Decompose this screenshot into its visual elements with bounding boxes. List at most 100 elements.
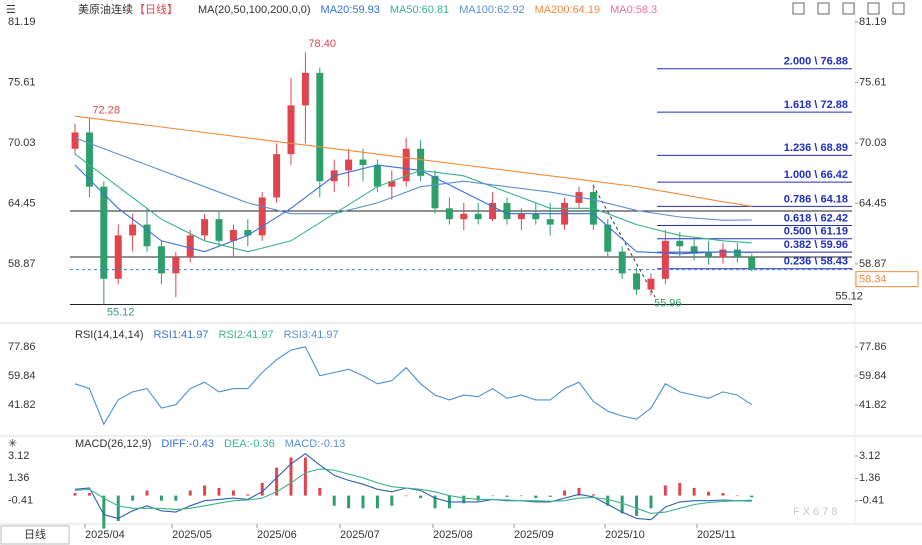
macd-bar — [361, 495, 365, 509]
macd-bar — [390, 495, 394, 506]
y-tick-label-right: 1.36 — [859, 472, 880, 484]
macd-bar — [174, 495, 178, 501]
legend-entry: MA50:60.81 — [390, 4, 449, 16]
toolbar-icon[interactable] — [817, 2, 830, 15]
fib-label: 1.000 \ 66.42 — [784, 169, 848, 181]
macd-bar — [404, 495, 408, 497]
candle-body — [719, 249, 727, 258]
y-tick-label: 81.19 — [8, 16, 36, 28]
macd-bar — [289, 457, 293, 496]
legend-entry: MA0:58.3 — [610, 4, 657, 16]
y-tick-label: 64.45 — [8, 197, 36, 209]
macd-bar — [750, 495, 754, 498]
candle-body — [676, 240, 684, 247]
y-tick-label: 41.82 — [8, 399, 36, 411]
rsi-line — [74, 346, 753, 426]
fib-label: 1.618 \ 72.88 — [784, 99, 848, 111]
candle-body — [474, 213, 482, 220]
y-tick-label: -0.41 — [8, 495, 33, 507]
candle-body — [345, 159, 353, 171]
macd-bar — [231, 490, 235, 496]
macd-bar — [649, 495, 653, 509]
y-tick-label-right: 75.61 — [859, 76, 887, 88]
toolbar-icon[interactable] — [892, 2, 905, 15]
candle-body — [633, 273, 641, 290]
legend-entry: DIFF:-0.43 — [161, 438, 214, 450]
macd-bar — [260, 482, 264, 496]
x-tick-label: 2025/07 — [340, 529, 380, 541]
macd-bar — [735, 495, 739, 497]
y-tick-label: 3.12 — [8, 450, 29, 462]
macd-bar — [73, 493, 77, 496]
toolbar-icon[interactable] — [842, 2, 855, 15]
macd-bar — [116, 495, 120, 521]
candle-body — [618, 251, 626, 274]
toolbar-icon[interactable] — [867, 2, 880, 15]
macd-bar — [87, 493, 91, 496]
macd-bar — [620, 495, 624, 514]
macd-bar — [505, 495, 509, 497]
macd-bar — [131, 495, 135, 501]
x-tick-label: 2025/11 — [697, 529, 736, 541]
macd-bar — [145, 490, 149, 496]
ma-line — [74, 115, 752, 207]
candle-body — [661, 240, 669, 279]
legend-entry: MA100:62.92 — [459, 4, 524, 16]
toolbar-icon[interactable] — [792, 2, 805, 15]
macd-bar — [591, 494, 595, 496]
candle-body — [114, 235, 122, 279]
chart-title: 美原油连续 — [78, 2, 133, 16]
y-tick-label-right: 64.45 — [859, 197, 887, 209]
settings-icon[interactable]: ✳ — [8, 438, 17, 450]
macd-bar — [491, 495, 495, 497]
candle-body — [402, 148, 410, 182]
legend-entry: DEA:-0.36 — [224, 438, 275, 450]
macd-bar — [332, 495, 336, 506]
fib-label: 0.500 \ 61.19 — [784, 226, 848, 238]
x-tick-label: 2025/10 — [605, 529, 645, 541]
fib-label: 1.236 \ 68.89 — [784, 142, 848, 154]
candle-body — [705, 251, 713, 258]
candle-body — [143, 224, 151, 247]
legend-entry: MA200:64.19 — [535, 4, 600, 16]
y-tick-label: 1.36 — [8, 472, 29, 484]
toolbar-icons — [792, 2, 905, 15]
menu-icon[interactable]: ☰ — [6, 4, 16, 16]
fib-label: 0.786 \ 64.18 — [784, 193, 848, 205]
annotation: 78.40 — [308, 38, 336, 50]
candle-body — [373, 164, 381, 187]
macd-bar — [721, 493, 725, 496]
candle-body — [388, 181, 396, 187]
period-button-label[interactable]: 日线 — [24, 527, 46, 541]
macd-bar — [188, 490, 192, 496]
macd-bar — [476, 495, 480, 501]
candle-body — [359, 159, 367, 165]
watermark: FX678 — [793, 506, 840, 518]
macd-bar — [303, 457, 307, 496]
period-button[interactable] — [0, 525, 70, 545]
fib-label: 2.000 \ 76.88 — [784, 56, 848, 68]
ma-line — [74, 153, 752, 253]
macd-bar — [433, 495, 437, 509]
candle-body — [517, 213, 525, 220]
macd-bar — [419, 495, 423, 499]
annotation: 55.12 — [107, 306, 135, 318]
macd-bar — [606, 495, 610, 506]
macd-bar — [318, 487, 322, 496]
macd-bar — [692, 487, 696, 496]
macd-bar — [663, 485, 667, 496]
macd-bar — [102, 495, 106, 529]
candle-body — [301, 72, 309, 106]
candle-body — [100, 186, 108, 279]
macd-bar — [548, 495, 552, 497]
fib-label: 0.236 \ 58.43 — [784, 256, 848, 268]
macd-bar — [159, 495, 163, 501]
candle-body — [604, 224, 612, 252]
macd-bar — [375, 495, 379, 509]
candle-body — [85, 132, 93, 187]
candle-body — [258, 197, 266, 236]
fib-label: 0.618 \ 62.42 — [784, 212, 848, 224]
y-tick-label: 58.87 — [8, 258, 36, 270]
